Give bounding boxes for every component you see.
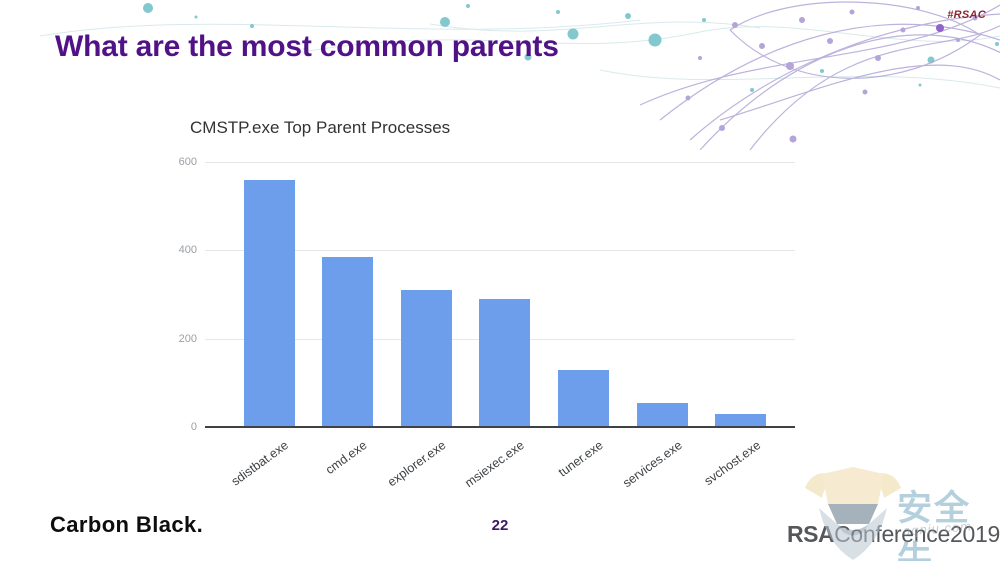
bar-cmd.exe — [322, 256, 374, 427]
rsac-hashtag: #RSAC — [947, 9, 986, 21]
y-tick-label-600: 600 — [178, 156, 197, 168]
x-label-tuner.exe: tuner.exe — [555, 438, 606, 480]
rsa-logo-bold: RSA — [787, 521, 835, 547]
x-label-msiexec.exe: msiexec.exe — [462, 438, 528, 491]
bar-tuner.exe — [557, 369, 609, 427]
rsa-logo-rest: Conference2019 — [834, 521, 1000, 547]
rsa-conference-logo: RSAConference2019 — [787, 521, 1000, 548]
y-tick-label-0: 0 — [190, 421, 197, 433]
x-label-explorer.exe: explorer.exe — [385, 438, 449, 490]
x-label-sdistbat.exe: sdistbat.exe — [229, 438, 292, 489]
gridline-600 — [205, 162, 795, 163]
bar-sdistbat.exe — [243, 179, 295, 427]
y-tick-label-400: 400 — [178, 244, 197, 257]
page-number: 22 — [491, 517, 509, 534]
plot-area: 0 200 400 600 sdistbat.exe cmd.exe explorer.ex… — [179, 156, 795, 490]
chart-title: CMSTP.exe Top Parent Processes — [190, 118, 451, 137]
network-decoration-graphic — [39, 1, 1000, 150]
slide-title: What are the most common parents — [55, 30, 559, 63]
x-label-cmd.exe: cmd.exe — [323, 438, 370, 478]
x-label-svchost.exe: svchost.exe — [701, 438, 763, 489]
x-label-services.exe: services.exe — [619, 438, 685, 491]
carbon-black-logo: Carbon Black. — [50, 512, 204, 537]
bar-services.exe — [636, 402, 688, 427]
gridline-400 — [205, 250, 795, 252]
bar-explorer.exe — [400, 290, 452, 427]
x-axis-line — [205, 426, 795, 428]
bar-msiexec.exe — [479, 298, 531, 427]
y-tick-label-200: 200 — [178, 332, 197, 345]
bar-chart: CMSTP.exe Top Parent Processes 0 200 400 60… — [179, 114, 830, 504]
bar-svchost.exe — [715, 413, 767, 427]
